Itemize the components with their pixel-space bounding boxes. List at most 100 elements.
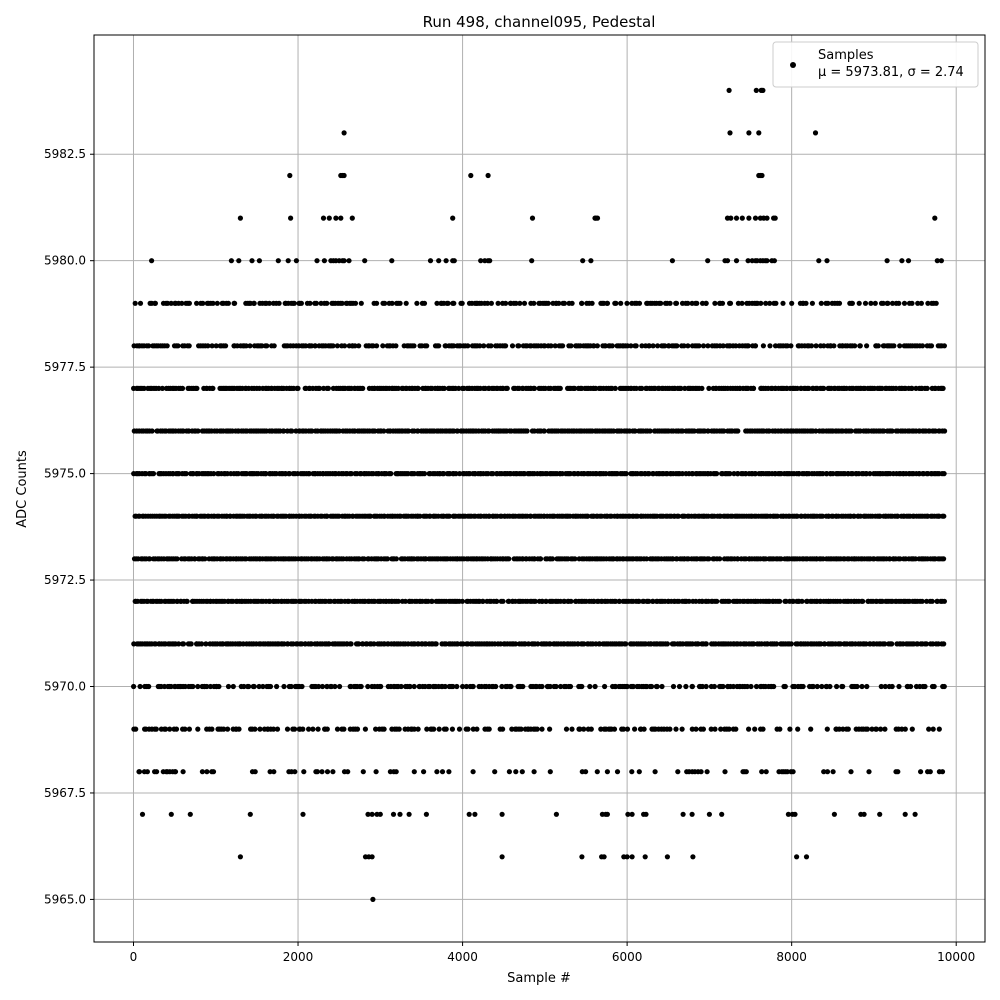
data-point: [927, 769, 933, 775]
data-point: [933, 300, 939, 306]
data-point: [628, 343, 634, 349]
x-tick-label: 10000: [937, 950, 975, 964]
data-point: [703, 300, 709, 306]
data-point: [700, 726, 707, 732]
data-point: [403, 300, 409, 306]
data-point: [773, 300, 779, 306]
data-point: [901, 300, 908, 306]
data-point: [889, 300, 896, 306]
data-point: [436, 343, 442, 349]
y-tick-label: 5980.0: [44, 254, 86, 268]
y-tick-label: 5970.0: [44, 680, 86, 694]
data-point: [466, 811, 472, 817]
data-point: [799, 598, 805, 604]
data-point: [436, 726, 442, 732]
data-point: [518, 726, 524, 732]
data-point: [235, 471, 241, 477]
data-point: [820, 471, 826, 477]
data-point: [873, 726, 880, 732]
data-point: [287, 471, 293, 477]
data-point: [758, 300, 764, 306]
data-point: [745, 258, 751, 264]
data-point: [270, 726, 277, 732]
data-point: [625, 811, 631, 817]
data-point: [698, 769, 704, 775]
data-point: [822, 641, 828, 647]
data-point: [389, 258, 395, 264]
data-point: [706, 556, 712, 562]
data-point: [727, 130, 733, 136]
data-point: [624, 854, 630, 860]
data-point: [531, 769, 537, 775]
data-point: [681, 343, 687, 349]
data-point: [813, 428, 819, 434]
data-point: [763, 300, 769, 306]
data-point: [459, 300, 465, 306]
data-point: [831, 811, 838, 817]
data-point: [179, 385, 186, 391]
data-point: [889, 428, 895, 434]
data-point: [812, 130, 819, 136]
data-point: [836, 726, 842, 732]
data-point: [561, 300, 568, 306]
data-point: [146, 683, 152, 690]
data-point: [837, 641, 844, 647]
data-point: [205, 343, 211, 349]
data-point: [696, 343, 702, 349]
data-point: [225, 300, 231, 306]
data-point: [146, 343, 152, 349]
data-point: [195, 428, 201, 434]
legend-box: [772, 41, 979, 88]
data-point: [664, 854, 671, 860]
data-point: [790, 769, 796, 775]
data-point: [384, 556, 391, 562]
data-point: [739, 215, 745, 221]
data-point: [897, 343, 903, 349]
data-point: [703, 641, 709, 647]
data-point: [415, 726, 421, 732]
data-point: [492, 769, 498, 775]
data-point: [654, 683, 660, 690]
data-point: [918, 300, 925, 306]
data-point: [439, 769, 446, 775]
data-point: [180, 641, 187, 647]
data-point: [381, 726, 387, 732]
data-point: [585, 513, 591, 519]
data-point: [785, 811, 792, 817]
data-point: [820, 513, 826, 519]
data-point: [806, 385, 812, 391]
data-point: [499, 811, 505, 817]
data-point: [168, 811, 174, 817]
data-point: [521, 300, 528, 306]
data-point: [808, 343, 815, 349]
data-point: [912, 811, 918, 817]
data-point: [581, 726, 587, 732]
data-point: [365, 683, 371, 690]
data-point: [778, 556, 784, 562]
data-point: [774, 641, 780, 647]
chart-title: Run 498, channel095, Pedestal: [423, 13, 656, 31]
data-point: [918, 769, 924, 775]
data-point: [393, 343, 399, 349]
data-point: [941, 598, 948, 604]
data-point: [925, 300, 931, 306]
data-point: [869, 726, 875, 732]
data-point: [225, 683, 232, 690]
data-point: [767, 343, 773, 349]
data-point: [147, 556, 153, 562]
data-point: [256, 258, 262, 264]
data-point: [152, 300, 158, 306]
data-point: [267, 683, 274, 690]
data-point: [604, 300, 611, 306]
data-point: [744, 683, 750, 690]
data-point: [938, 258, 945, 264]
data-point: [613, 300, 619, 306]
data-point: [629, 811, 635, 817]
data-point: [516, 343, 522, 349]
data-point: [780, 300, 786, 306]
data-point: [378, 683, 384, 690]
data-point: [421, 471, 428, 477]
data-point: [477, 343, 483, 349]
data-point: [867, 471, 873, 477]
data-point: [341, 130, 347, 136]
